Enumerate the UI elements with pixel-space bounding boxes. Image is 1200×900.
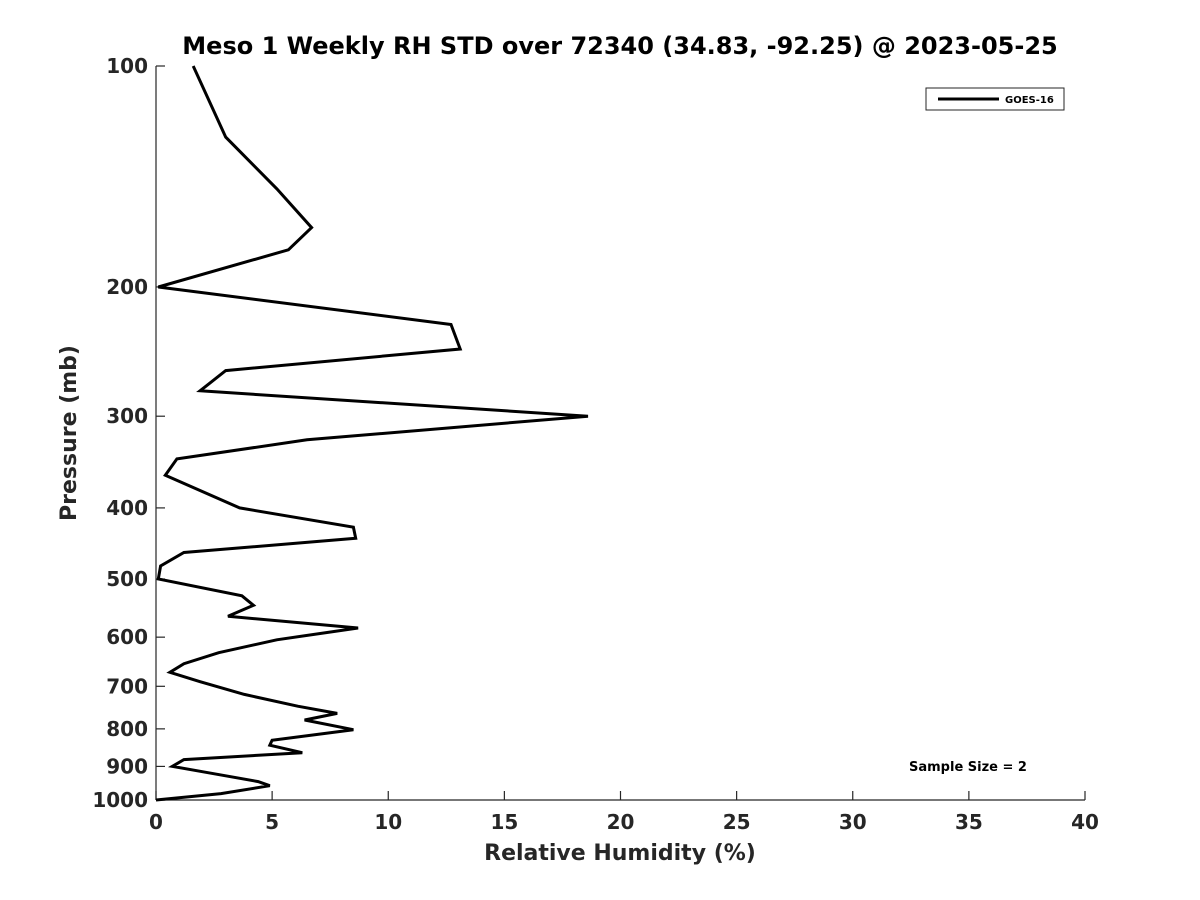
x-tick-label: 10 [374,810,402,834]
series-layer [155,65,589,802]
y-tick-label: 700 [106,674,148,698]
series-line-goes-16 [155,65,589,802]
x-tick-label: 40 [1071,810,1099,834]
axes [155,66,1085,801]
y-tick-label: 600 [106,625,148,649]
y-tick-label: 300 [106,404,148,428]
legend-label-goes-16: GOES-16 [1005,95,1054,106]
y-tick-label: 500 [106,567,148,591]
y-axis-label: Pressure (mb) [57,345,82,521]
y-tick-label: 800 [106,717,148,741]
legend: GOES-16 [925,87,1065,111]
x-tick-label: 0 [149,810,163,834]
x-tick-label: 15 [490,810,518,834]
y-tick-label: 200 [106,275,148,299]
y-tick-label: 400 [106,496,148,520]
y-axis-ticks: 100 200 300 400 500 600 700 800 900 1000 [92,54,165,812]
x-tick-label: 30 [839,810,867,834]
sample-size-annotation: Sample Size = 2 [909,760,1027,775]
y-tick-label: 1000 [92,788,148,812]
x-tick-label: 25 [723,810,751,834]
x-tick-label: 5 [265,810,279,834]
x-tick-label: 20 [607,810,635,834]
x-axis-label: Relative Humidity (%) [484,841,756,866]
y-tick-label: 900 [106,754,148,778]
y-tick-label: 100 [106,54,148,78]
x-tick-label: 35 [955,810,983,834]
chart-title: Meso 1 Weekly RH STD over 72340 (34.83, … [182,32,1057,60]
x-axis-ticks: 0 5 10 15 20 25 30 35 40 [149,791,1099,834]
